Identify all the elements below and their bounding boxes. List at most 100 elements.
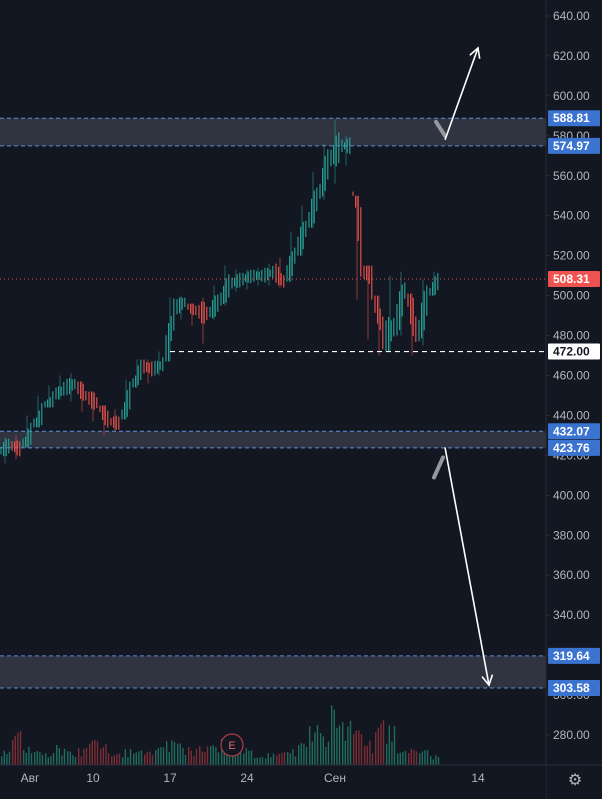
zone-band <box>0 655 546 688</box>
volume-bar <box>391 741 393 765</box>
volume-bar <box>67 751 69 765</box>
level-tag-label: 432.07 <box>553 424 590 438</box>
volume-bar <box>393 726 396 765</box>
volume-bar <box>162 747 165 765</box>
volume-bar <box>327 741 330 765</box>
volume-bar <box>353 734 355 765</box>
volume-bar <box>133 753 135 765</box>
volume-bar <box>80 756 82 765</box>
arrowhead <box>469 46 481 59</box>
volume-bar <box>3 750 5 765</box>
volume-bar <box>50 756 52 765</box>
volume-bar <box>122 757 124 765</box>
volume-bar <box>261 757 264 765</box>
volume-bar <box>41 754 44 765</box>
volume-bar <box>45 753 47 765</box>
volume-bar <box>210 746 212 765</box>
price-tick-label: 600.00 <box>553 89 590 103</box>
volume-bar <box>248 750 250 765</box>
gear-icon[interactable]: ⚙ <box>567 770 583 789</box>
volume-bar <box>426 750 429 765</box>
price-tick-label: 380.00 <box>553 528 590 542</box>
volume-bar <box>287 752 289 765</box>
price-tick-label: 540.00 <box>553 209 590 223</box>
time-axis-bg <box>0 765 546 799</box>
projection-arrows-layer: E <box>220 46 494 757</box>
volume-bar <box>138 751 140 765</box>
volume-bar <box>397 753 399 765</box>
volume-bar <box>149 751 151 765</box>
time-tick-label: Сен <box>324 771 346 785</box>
volume-bar <box>182 747 184 765</box>
volume-bar <box>399 752 401 765</box>
volume-bar <box>281 752 283 765</box>
volume-bar <box>56 745 58 765</box>
level-tag <box>548 679 600 696</box>
volume-bar <box>347 726 349 765</box>
volume-bar <box>322 736 324 765</box>
volume-bar <box>173 741 176 765</box>
volume-bar <box>177 743 179 765</box>
volume-bar <box>342 722 344 765</box>
volume-bar <box>424 750 426 765</box>
volume-bar <box>102 746 104 765</box>
projection-tick <box>432 455 445 480</box>
volume-bar <box>25 752 27 765</box>
earnings-marker <box>220 733 244 757</box>
volume-bar <box>245 748 247 765</box>
last-price-tag <box>548 271 600 288</box>
price-tick-label: 360.00 <box>553 568 590 582</box>
volume-bar <box>193 755 195 765</box>
volume-bar <box>243 753 245 765</box>
projection-arrow-up <box>444 47 479 141</box>
volume-bar <box>91 740 93 765</box>
volume-bar <box>135 752 137 765</box>
time-tick-label: 10 <box>86 771 100 785</box>
volume-bar <box>6 754 8 765</box>
volume-bar <box>204 752 206 765</box>
volume-bar <box>52 753 55 765</box>
volume-bar <box>188 747 190 765</box>
level-tag <box>548 110 600 127</box>
volume-bar <box>338 725 341 765</box>
volume-bar <box>179 743 181 765</box>
volume-bar <box>78 748 80 765</box>
arrowhead <box>481 674 494 687</box>
volume-bar <box>28 747 30 765</box>
volume-bar <box>333 709 335 765</box>
price-tick-label: 440.00 <box>553 408 590 422</box>
volume-bar <box>256 757 258 765</box>
volume-bar <box>292 749 294 765</box>
price-tick-label: 480.00 <box>553 329 590 343</box>
volume-bar <box>303 743 305 765</box>
volume-bar <box>309 726 311 765</box>
time-tick-label: 24 <box>240 771 254 785</box>
volume-bar <box>221 739 223 765</box>
volume-bar <box>151 755 154 765</box>
volume-bar <box>254 758 256 765</box>
volume-bar <box>85 748 88 765</box>
price-tick-label: 400.00 <box>553 488 590 502</box>
volume-bar <box>144 754 146 765</box>
volume-bar <box>294 756 297 765</box>
price-tick-label: 520.00 <box>553 249 590 263</box>
volume-bar <box>344 740 346 765</box>
price-tick-label: 560.00 <box>553 169 590 183</box>
time-axis[interactable]: Авг 10 17 24 Сен 14 <box>0 764 602 799</box>
volume-bar <box>283 751 286 765</box>
volume-bar <box>430 756 432 765</box>
zone-band <box>0 431 546 448</box>
volume-bar <box>408 753 410 765</box>
volume-bar <box>155 750 157 765</box>
volume-bar <box>331 705 333 765</box>
volume-bar <box>360 734 363 765</box>
earnings-marker-label: E <box>228 740 235 752</box>
price-tick-label: 640.00 <box>553 9 590 23</box>
volume-bar <box>270 757 272 765</box>
volume-bar <box>369 740 371 765</box>
level-tag <box>548 647 600 664</box>
volume-bar <box>30 753 33 765</box>
volume-bar <box>146 752 148 765</box>
volume-bar <box>105 744 107 765</box>
